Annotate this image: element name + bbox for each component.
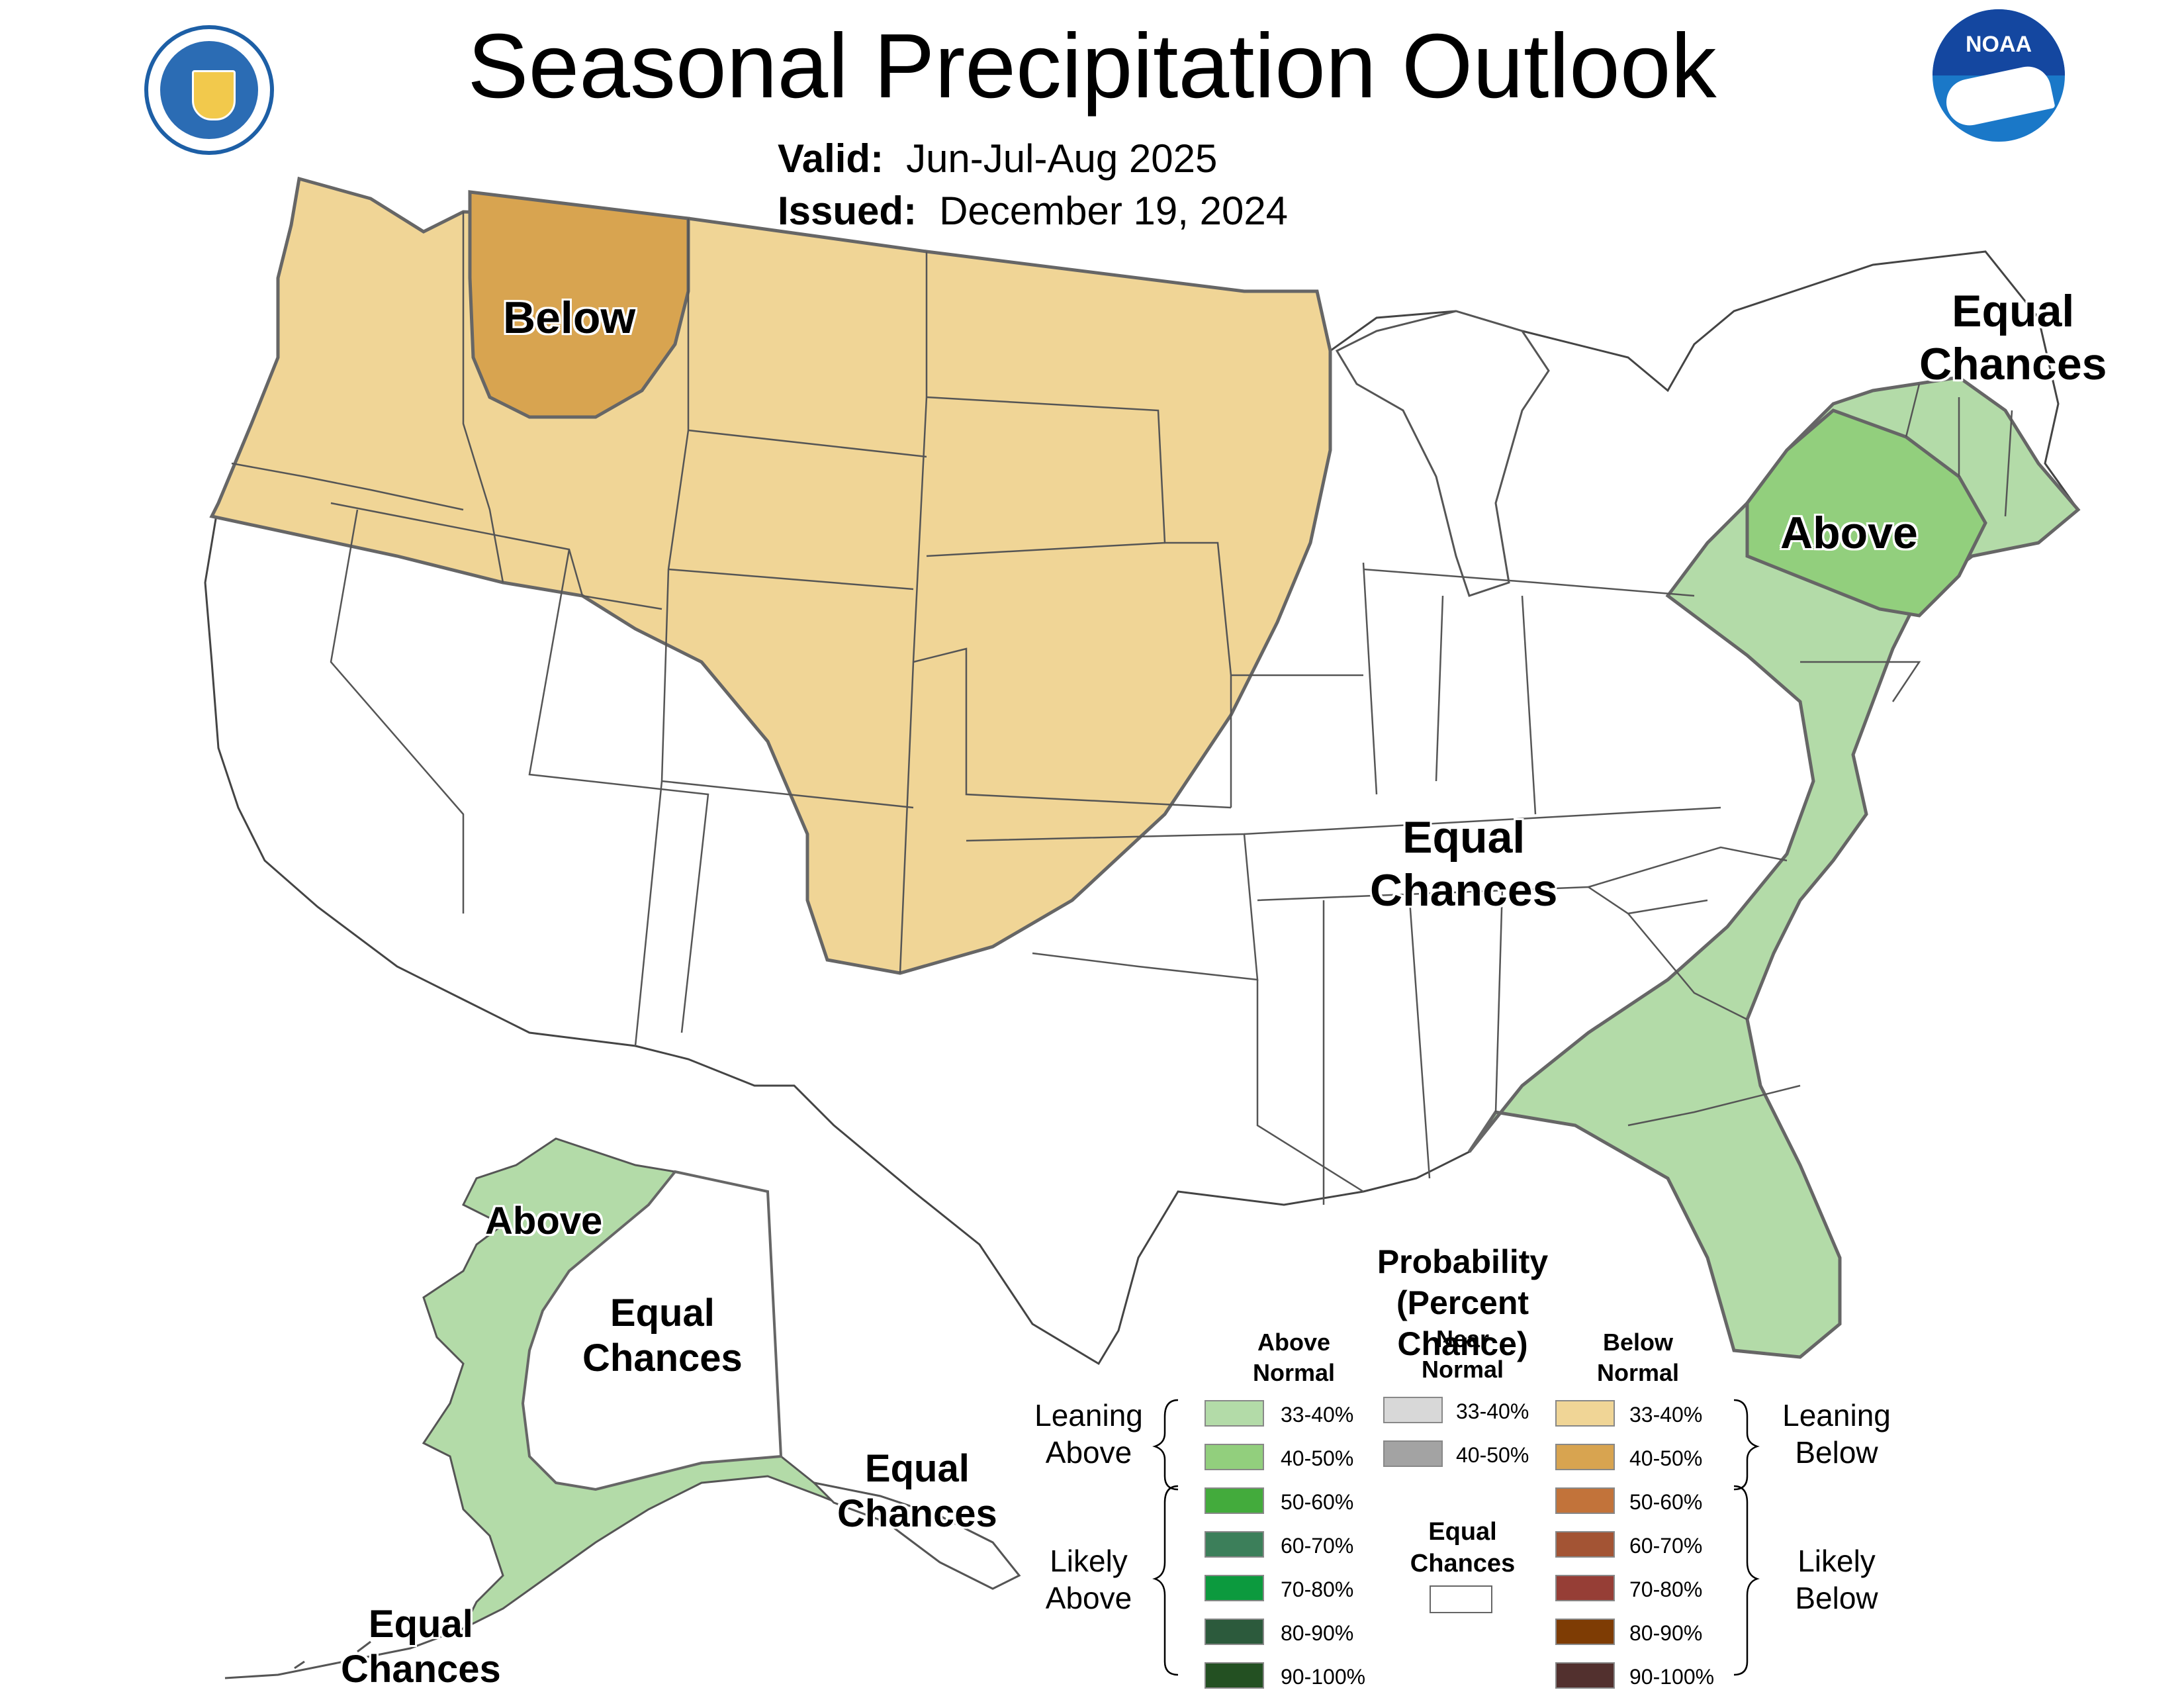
label-alaska-ec-aleutian: Equal Chances	[341, 1602, 501, 1692]
label-alaska-ec-aleutian-line1: Equal	[368, 1603, 473, 1646]
label-ec-central-line2: Chances	[1370, 865, 1558, 916]
legend-equal-chances: Equal Chances	[1390, 1516, 1535, 1579]
aleutian-islands	[224, 1627, 464, 1679]
legend-pct-above-33-40: 33-40%	[1281, 1403, 1354, 1427]
noaa-logo-text: NOAA	[1965, 32, 2032, 57]
label-alaska-ec-interior: Equal Chances	[582, 1291, 743, 1381]
legend-swatch-below-40-50	[1555, 1444, 1615, 1470]
legend-swatch-below-60-70	[1555, 1531, 1615, 1558]
legend-equal-chances-line2: Chances	[1410, 1550, 1516, 1577]
legend-swatch-above-33-40	[1205, 1400, 1264, 1427]
legend-pct-below-80-90: 80-90%	[1629, 1621, 1703, 1645]
legend-likely-below-line1: Likely	[1797, 1544, 1876, 1578]
commerce-seal-logo	[144, 25, 274, 155]
label-ec-northeast: Equal Chances	[1919, 285, 2107, 391]
legend-leaning-above-line2: Above	[1045, 1435, 1132, 1470]
legend-head-above: Above Normal	[1228, 1327, 1360, 1388]
legend-head-near-line2: Normal	[1421, 1356, 1504, 1383]
legend-swatch-below-50-60	[1555, 1487, 1615, 1514]
label-ec-northeast-line1: Equal	[1952, 286, 2075, 336]
legend-swatch-above-50-60	[1205, 1487, 1264, 1514]
legend-swatch-above-40-50	[1205, 1444, 1264, 1470]
legend-title: Probability (Percent Chance)	[1330, 1241, 1595, 1364]
legend-pct-above-90-100: 90-100%	[1281, 1665, 1366, 1689]
legend-swatch-below-90-100	[1555, 1662, 1615, 1689]
label-alaska-ec-southeast-line1: Equal	[864, 1447, 970, 1490]
label-alaska-ec-aleutian-line2: Chances	[341, 1648, 501, 1691]
legend-likely-above-line2: Above	[1045, 1581, 1132, 1615]
legend-pct-above-60-70: 60-70%	[1281, 1534, 1354, 1558]
legend-pct-above-80-90: 80-90%	[1281, 1621, 1354, 1645]
legend-leaning-below-line1: Leaning	[1782, 1398, 1891, 1433]
legend-pct-above-70-80: 70-80%	[1281, 1577, 1354, 1601]
noaa-logo: NOAA	[1933, 9, 2065, 142]
legend-swatch-near-40-50	[1383, 1440, 1443, 1467]
legend-pct-above-40-50: 40-50%	[1281, 1446, 1354, 1470]
noaa-logo-top	[1933, 9, 2065, 75]
legend-head-above-line1: Above	[1257, 1329, 1331, 1356]
label-ec-central: Equal Chances	[1370, 811, 1557, 917]
legend-head-near-line1: Near	[1435, 1325, 1490, 1352]
label-ec-central-line1: Equal	[1402, 812, 1525, 863]
label-alaska-ec-southeast-line2: Chances	[837, 1492, 997, 1535]
legend-likely-above: Likely Above	[1016, 1542, 1161, 1617]
legend-pct-below-70-80: 70-80%	[1629, 1577, 1703, 1601]
legend-pct-below-90-100: 90-100%	[1629, 1665, 1715, 1689]
label-alaska-ec-interior-line2: Chances	[582, 1337, 743, 1380]
issued-label: Issued:	[778, 189, 917, 233]
valid-value: Jun-Jul-Aug 2025	[906, 136, 1218, 181]
label-above-northeast: Above	[1780, 508, 1918, 558]
issued-row: Issued: December 19, 2024	[778, 188, 1288, 234]
legend-swatch-above-70-80	[1205, 1575, 1264, 1601]
legend-leaning-above-line1: Leaning	[1034, 1398, 1143, 1433]
label-alaska-ec-interior-line1: Equal	[610, 1292, 715, 1335]
valid-row: Valid: Jun-Jul-Aug 2025	[778, 136, 1217, 182]
legend-head-below-line2: Normal	[1596, 1359, 1680, 1386]
legend-likely-below: Likely Below	[1764, 1542, 1909, 1617]
legend-leaning-below: Leaning Below	[1764, 1397, 1909, 1471]
label-alaska-above: Above	[485, 1199, 603, 1243]
legend-leaning-above: Leaning Above	[1016, 1397, 1161, 1471]
alaska-equal-chances-region	[521, 1170, 783, 1491]
label-ec-northeast-line2: Chances	[1919, 339, 2107, 389]
legend-leaning-below-line2: Below	[1795, 1435, 1878, 1470]
legend-pct-above-50-60: 50-60%	[1281, 1490, 1354, 1514]
legend-swatch-above-60-70	[1205, 1531, 1264, 1558]
great-lakes	[1335, 310, 1550, 597]
legend-swatch-above-80-90	[1205, 1619, 1264, 1645]
label-alaska-ec-southeast: Equal Chances	[837, 1446, 997, 1536]
legend-equal-chances-line1: Equal	[1428, 1518, 1497, 1546]
legend-head-below-line1: Below	[1602, 1329, 1673, 1356]
legend-swatch-near-33-40	[1383, 1397, 1443, 1423]
legend-likely-below-line2: Below	[1795, 1581, 1878, 1615]
issued-value: December 19, 2024	[939, 189, 1289, 233]
legend-swatch-above-90-100	[1205, 1662, 1264, 1689]
legend-swatch-below-70-80	[1555, 1575, 1615, 1601]
legend-brackets	[1152, 1399, 1760, 1676]
legend-pct-below-33-40: 33-40%	[1629, 1403, 1703, 1427]
state-boundaries	[231, 212, 2013, 1205]
legend-pct-below-40-50: 40-50%	[1629, 1446, 1703, 1470]
legend-title-line2: (Percent Chance)	[1396, 1284, 1529, 1362]
commerce-seal-shield-icon	[192, 70, 236, 120]
commerce-seal-field	[160, 41, 258, 139]
legend-swatch-below-33-40	[1555, 1400, 1615, 1427]
legend-pct-near-40-50: 40-50%	[1456, 1443, 1529, 1467]
legend-swatch-below-80-90	[1555, 1619, 1615, 1645]
legend-head-above-line2: Normal	[1252, 1359, 1336, 1386]
label-below-northwest: Below	[503, 293, 636, 343]
legend-head-near: Near Normal	[1396, 1324, 1529, 1385]
alaska-southeast	[811, 1481, 1021, 1590]
above-normal-40-50-region	[1745, 408, 1987, 618]
legend-title-line1: Probability	[1377, 1243, 1549, 1280]
legend-pct-near-33-40: 33-40%	[1456, 1399, 1529, 1423]
valid-label: Valid:	[778, 136, 884, 181]
legend-pct-below-60-70: 60-70%	[1629, 1534, 1703, 1558]
legend-head-below: Below Normal	[1572, 1327, 1704, 1388]
map-title: Seasonal Precipitation Outlook	[467, 15, 1717, 117]
legend-likely-above-line1: Likely	[1050, 1544, 1128, 1578]
legend-equal-chances-swatch	[1430, 1585, 1492, 1613]
legend-pct-below-50-60: 50-60%	[1629, 1490, 1703, 1514]
